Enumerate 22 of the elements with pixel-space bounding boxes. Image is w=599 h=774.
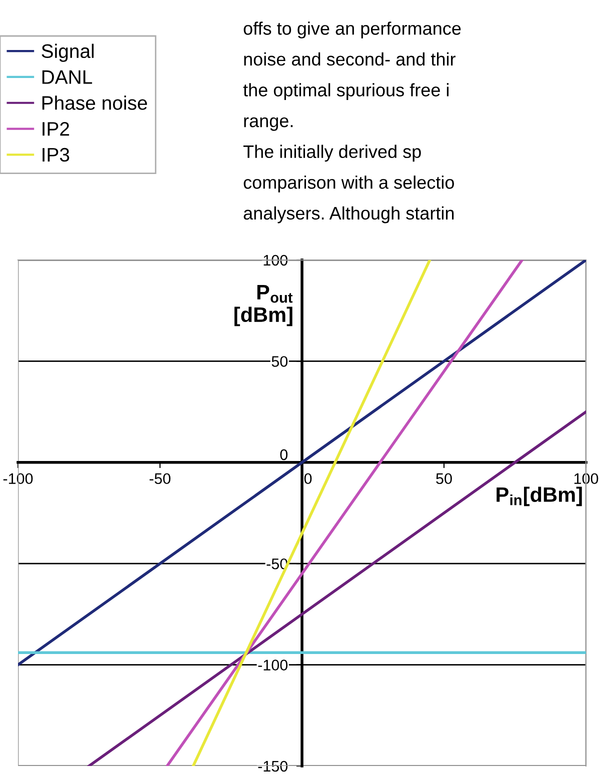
x-tick-label: -100: [3, 473, 33, 484]
text: the optimal spurious free i: [243, 83, 449, 100]
text: analysers. Although startin: [244, 206, 454, 224]
x-tick-label: -50: [150, 473, 170, 484]
x-tick-label: 50: [436, 473, 452, 484]
y-tick-label: -100: [258, 660, 288, 670]
y-axis-title: P$_{out}$ [dBm]: [234, 285, 293, 326]
legend-label: DANL: [42, 70, 92, 84]
text: noise and second- and thir: [244, 52, 456, 66]
text: offs to give an performance: [244, 22, 461, 38]
x-tick-label: 0: [304, 473, 312, 484]
legend-label: IP2: [42, 122, 70, 136]
text: comparison with a selectio: [244, 176, 454, 192]
text: range.: [244, 117, 293, 131]
legend-label: IP3: [42, 148, 70, 162]
x-tick-label: 100: [574, 473, 598, 484]
x-axis-title: P$_{in}$[dBm]: [496, 486, 582, 506]
text: The initially derived sp: [243, 144, 421, 162]
y-tick-label: 50: [272, 356, 288, 367]
legend-label: Signal: [42, 44, 94, 62]
y-tick-label: 0: [280, 449, 288, 460]
legend-label: Phase noise: [42, 96, 147, 110]
